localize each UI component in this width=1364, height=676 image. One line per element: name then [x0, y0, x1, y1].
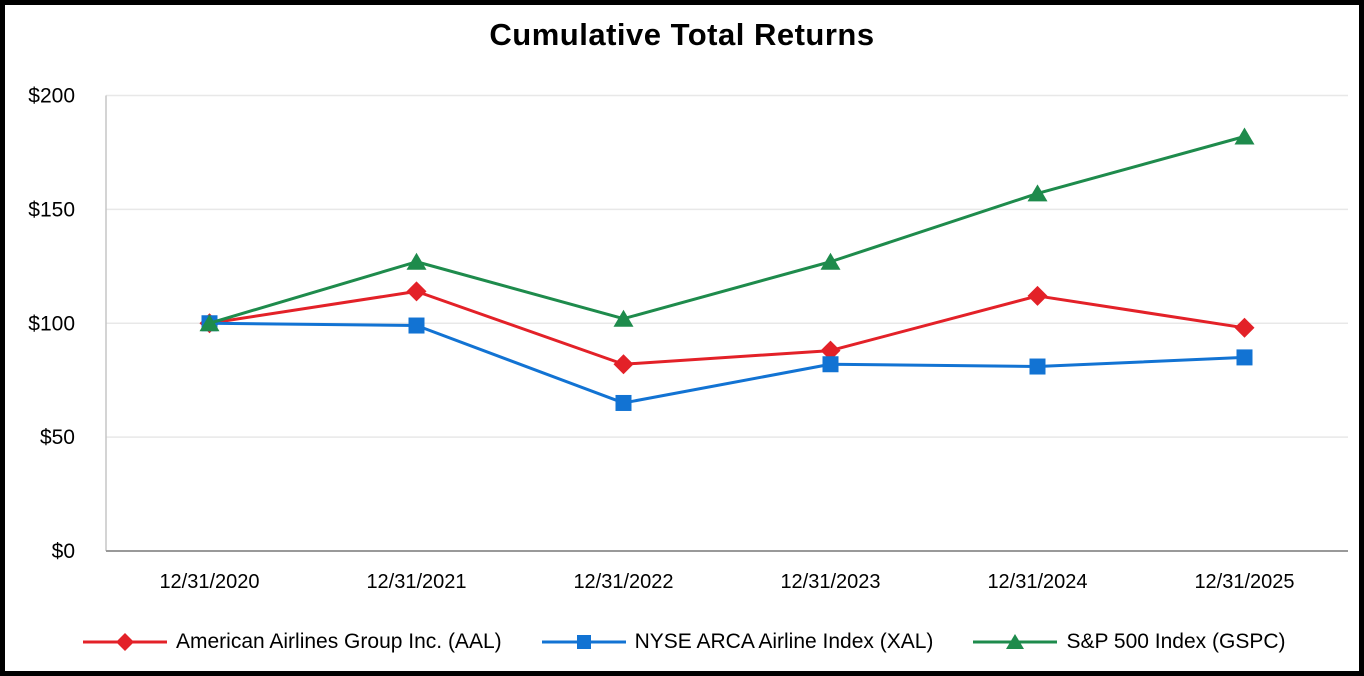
- series-xal: [201, 315, 1253, 411]
- series-marker: [820, 340, 841, 361]
- line-chart-plot: $0 $50 $100 $150 $200 12/31/2020 12/31/2021 12/…: [28, 85, 1348, 593]
- series-marker: [613, 354, 634, 375]
- y-tick-label: $100: [28, 312, 75, 335]
- legend-label: S&P 500 Index (GSPC): [1066, 630, 1286, 653]
- series-marker: [576, 635, 591, 649]
- legend-diamond-icon: [83, 633, 167, 651]
- series-aal: [199, 281, 1255, 375]
- x-tick-label: 12/31/2020: [159, 571, 259, 593]
- legend-triangle-icon: [973, 634, 1058, 649]
- legend-label: American Airlines Group Inc. (AAL): [176, 630, 502, 653]
- series-marker: [820, 252, 841, 270]
- series-gspc: [199, 127, 1255, 332]
- series-marker: [1006, 634, 1025, 649]
- series-marker: [408, 317, 425, 334]
- series-marker: [1234, 317, 1255, 338]
- series-marker: [1027, 285, 1048, 306]
- x-tick-label: 12/31/2024: [987, 571, 1087, 593]
- series-line-xal: [208, 321, 1246, 405]
- series-marker: [1027, 184, 1048, 202]
- legend-item-aal: American Airlines Group Inc. (AAL): [83, 627, 502, 657]
- series-marker: [1234, 127, 1255, 145]
- series-marker: [406, 281, 427, 302]
- y-tick-label: $150: [28, 198, 75, 221]
- y-tick-label: $0: [52, 540, 75, 563]
- x-tick-label: 12/31/2022: [573, 571, 673, 593]
- series-marker: [615, 394, 632, 411]
- series-marker: [116, 633, 134, 651]
- legend-item-gspc: S&P 500 Index (GSPC): [973, 627, 1286, 657]
- series-marker: [1236, 349, 1253, 366]
- chart-legend: American Airlines Group Inc. (AAL) NYSE A…: [83, 627, 1286, 657]
- series-marker: [613, 309, 634, 327]
- series-line-aal: [208, 289, 1246, 366]
- chart-title: Cumulative Total Returns: [489, 17, 875, 52]
- legend-item-xal: NYSE ARCA Airline Index (XAL): [541, 627, 934, 657]
- legend-label: NYSE ARCA Airline Index (XAL): [634, 630, 934, 653]
- series-marker: [1029, 358, 1046, 375]
- x-tick-label: 12/31/2025: [1194, 571, 1294, 593]
- series-marker: [822, 356, 839, 373]
- legend-square-icon: [541, 635, 626, 649]
- y-tick-label: $50: [40, 426, 75, 449]
- series-marker: [199, 314, 220, 332]
- y-tick-label: $200: [28, 85, 75, 108]
- x-tick-label: 12/31/2021: [366, 571, 466, 593]
- series-marker: [406, 252, 427, 270]
- x-tick-label: 12/31/2023: [780, 571, 880, 593]
- series-line-gspc: [208, 134, 1246, 325]
